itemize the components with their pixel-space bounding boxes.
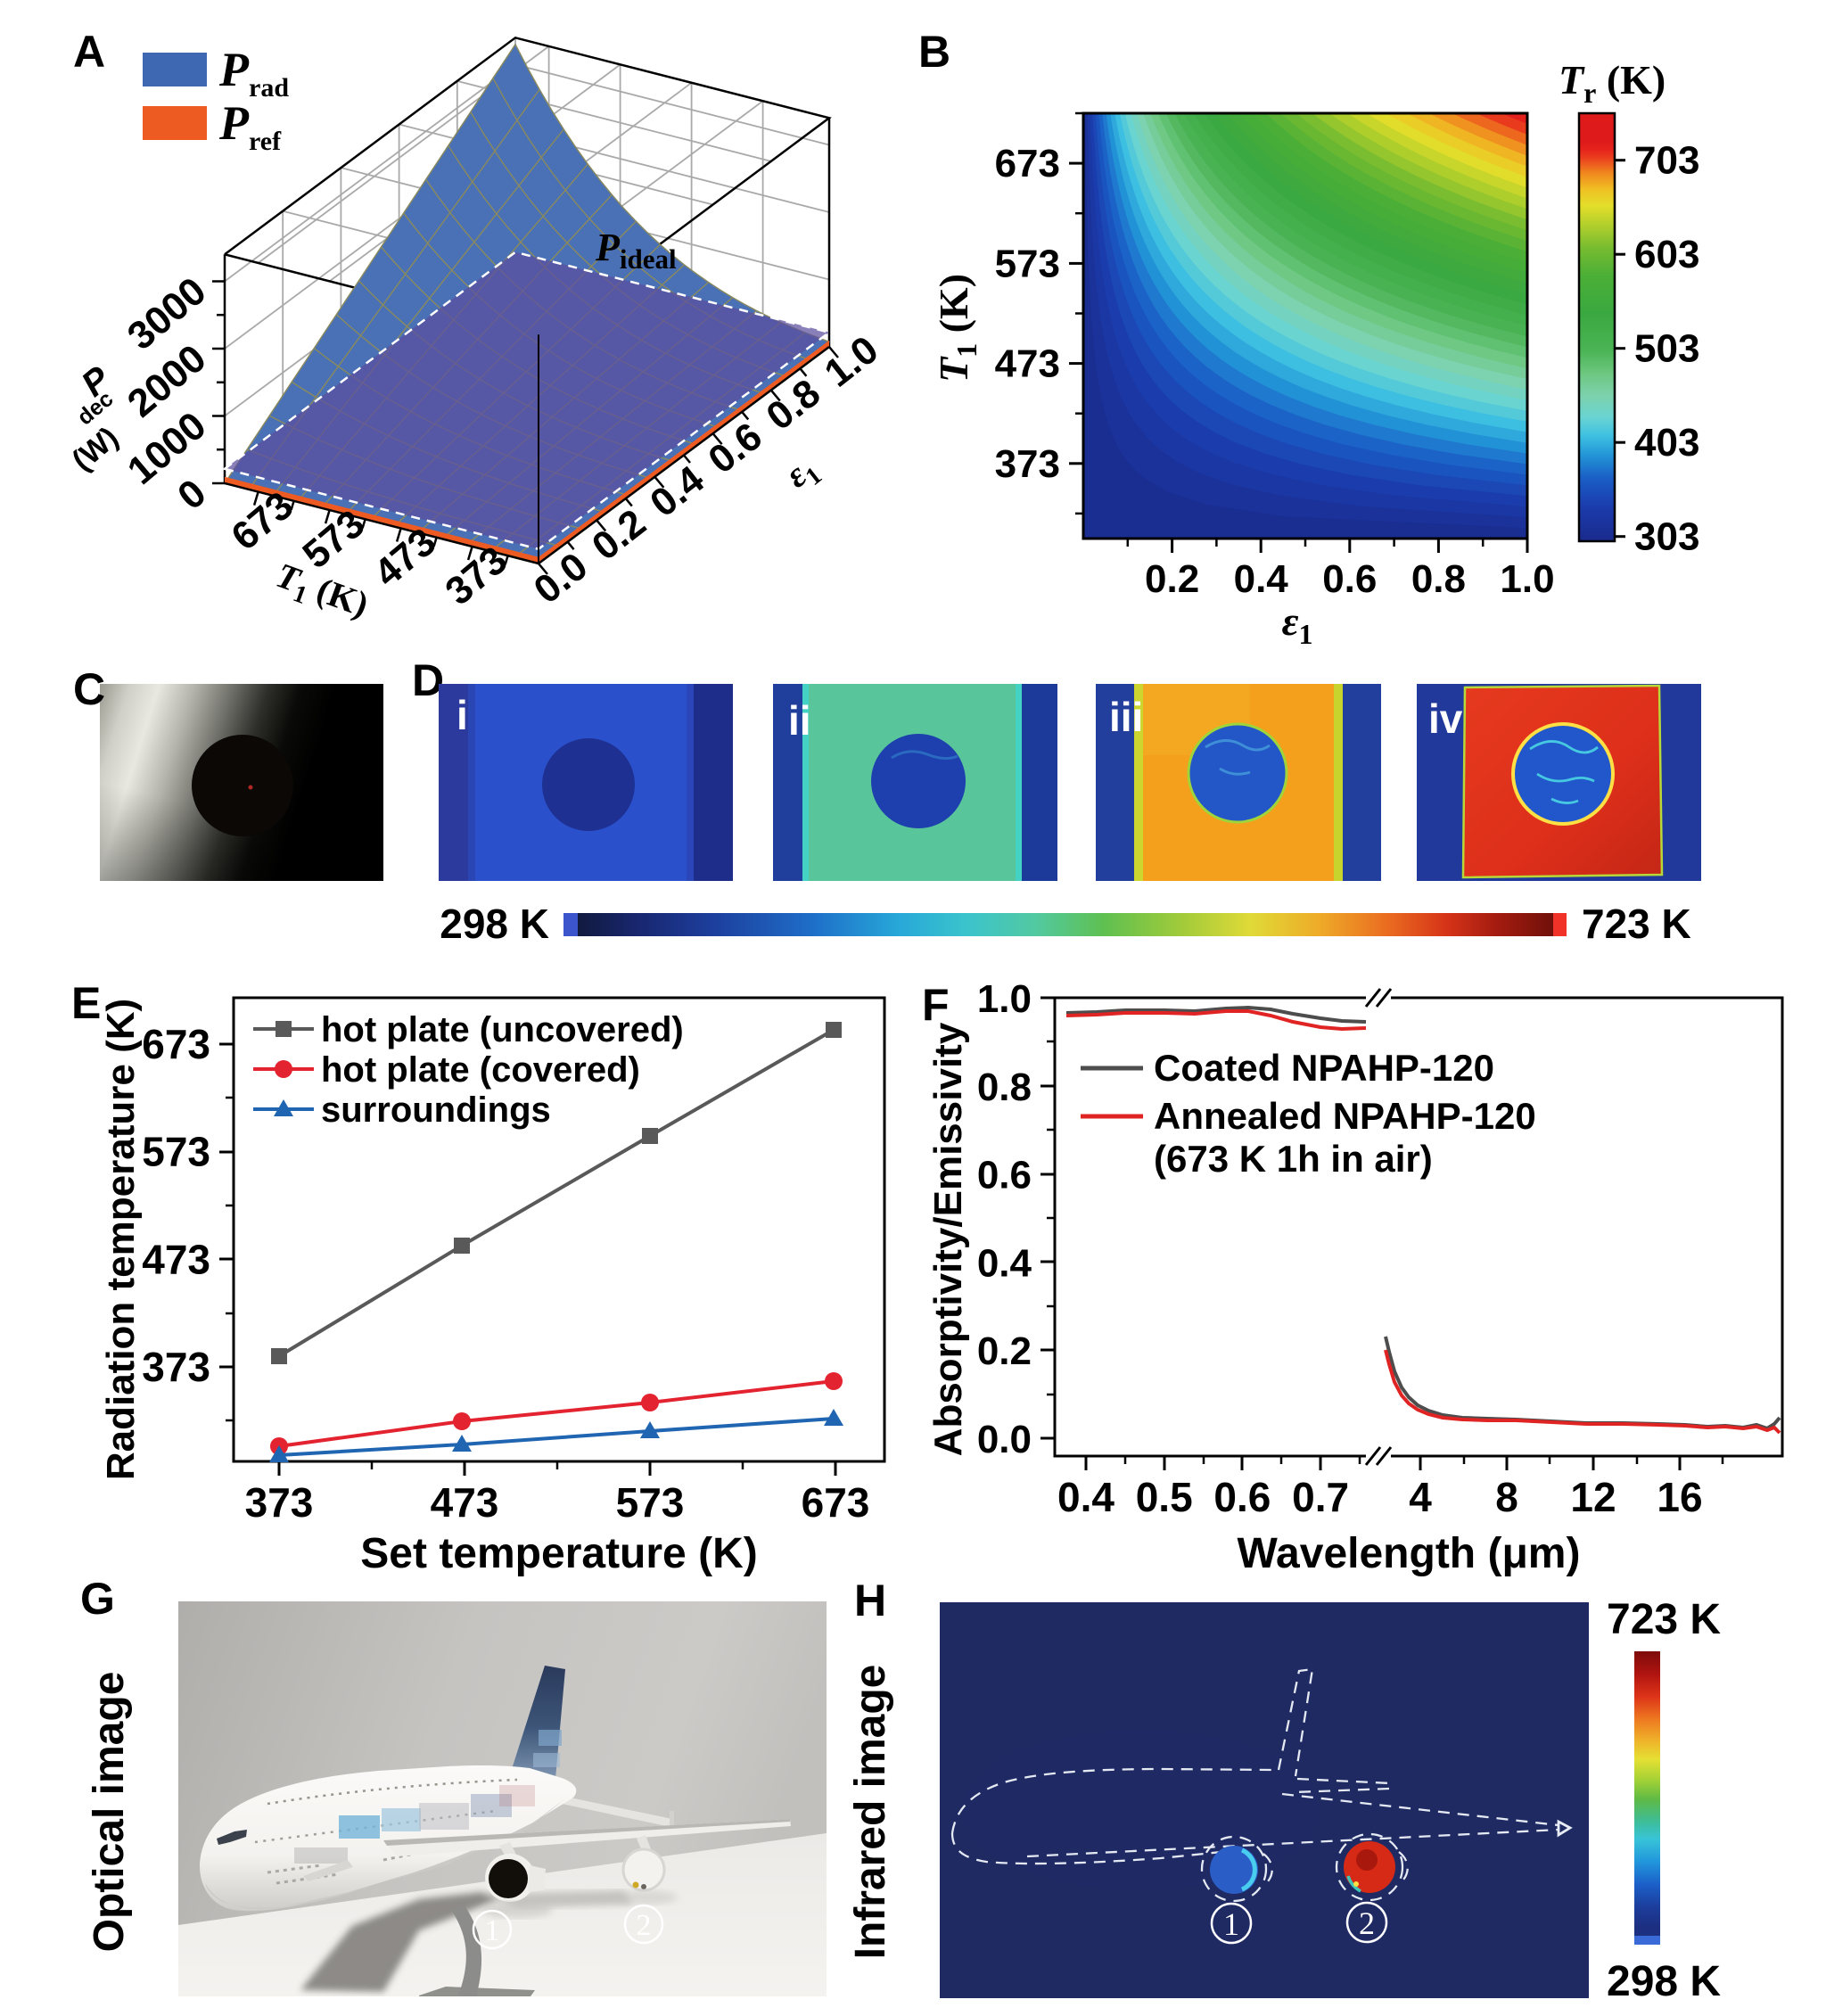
svg-text:C: C xyxy=(73,664,105,714)
svg-text:723 K: 723 K xyxy=(1607,1596,1721,1643)
svg-text:373: 373 xyxy=(142,1344,210,1390)
svg-text:1: 1 xyxy=(1223,1906,1239,1942)
svg-text:16: 16 xyxy=(1657,1474,1702,1520)
svg-text:0.4: 0.4 xyxy=(1234,557,1289,601)
svg-text:Set temperature (K): Set temperature (K) xyxy=(360,1530,757,1577)
svg-text:Annealed NPAHP-120: Annealed NPAHP-120 xyxy=(1154,1095,1536,1137)
svg-text:298 K: 298 K xyxy=(1607,1958,1721,2005)
svg-text:473: 473 xyxy=(431,1479,499,1526)
svg-text:723 K: 723 K xyxy=(1582,901,1691,947)
svg-text:A: A xyxy=(73,27,105,77)
svg-text:0.7: 0.7 xyxy=(1292,1474,1349,1520)
svg-text:iii: iii xyxy=(1109,694,1143,740)
svg-text:573: 573 xyxy=(995,242,1060,285)
svg-text:surroundings: surroundings xyxy=(321,1090,551,1130)
svg-text:(673 K 1h in air): (673 K 1h in air) xyxy=(1154,1138,1433,1180)
svg-text:473: 473 xyxy=(995,342,1060,386)
svg-text:1: 1 xyxy=(485,1914,500,1947)
svg-text:i: i xyxy=(456,692,468,738)
svg-text:703: 703 xyxy=(1634,139,1699,183)
svg-text:573: 573 xyxy=(616,1479,685,1526)
svg-text:473: 473 xyxy=(142,1236,210,1282)
svg-text:373: 373 xyxy=(995,442,1060,486)
svg-text:503: 503 xyxy=(1634,327,1699,371)
svg-text:2: 2 xyxy=(1359,1905,1375,1941)
svg-text:Prad: Prad xyxy=(218,43,289,103)
svg-text:hot plate (uncovered): hot plate (uncovered) xyxy=(321,1010,684,1049)
svg-text:0.8: 0.8 xyxy=(977,1066,1032,1109)
svg-text:Pref: Pref xyxy=(218,96,282,156)
svg-text:Radiation temperature (K): Radiation temperature (K) xyxy=(99,999,143,1480)
svg-text:1.0: 1.0 xyxy=(1500,557,1554,601)
svg-text:F: F xyxy=(922,980,950,1030)
svg-text:Infrared image: Infrared image xyxy=(847,1665,894,1960)
svg-text:0.2: 0.2 xyxy=(1145,557,1199,601)
svg-text:403: 403 xyxy=(1634,421,1699,465)
svg-text:0.5: 0.5 xyxy=(1136,1474,1193,1520)
svg-text:1.0: 1.0 xyxy=(977,977,1032,1021)
svg-text:0.2: 0.2 xyxy=(977,1329,1032,1373)
svg-text:hot plate (covered): hot plate (covered) xyxy=(321,1050,640,1090)
svg-text:G: G xyxy=(80,1574,115,1624)
svg-text:0.6: 0.6 xyxy=(1322,557,1377,601)
svg-text:ε1: ε1 xyxy=(1282,598,1313,650)
svg-text:T1 (K): T1 (K) xyxy=(931,274,983,383)
svg-text:298 K: 298 K xyxy=(440,901,549,947)
svg-text:Wavelength (μm): Wavelength (μm) xyxy=(1238,1530,1581,1577)
svg-text:0.0: 0.0 xyxy=(977,1418,1032,1461)
svg-text:303: 303 xyxy=(1634,515,1699,559)
svg-text:0.8: 0.8 xyxy=(1411,557,1466,601)
svg-text:0.4: 0.4 xyxy=(1057,1474,1115,1520)
svg-text:673: 673 xyxy=(142,1021,210,1067)
svg-text:iv: iv xyxy=(1428,695,1463,742)
svg-text:Optical image: Optical image xyxy=(86,1672,133,1953)
svg-text:4: 4 xyxy=(1409,1474,1432,1520)
svg-text:373: 373 xyxy=(245,1479,314,1526)
svg-text:603: 603 xyxy=(1634,233,1699,276)
svg-text:ii: ii xyxy=(788,697,811,744)
svg-text:573: 573 xyxy=(142,1129,210,1175)
svg-text:Coated NPAHP-120: Coated NPAHP-120 xyxy=(1154,1047,1494,1089)
svg-text:H: H xyxy=(854,1576,886,1625)
svg-text:0.4: 0.4 xyxy=(977,1241,1032,1285)
svg-text:8: 8 xyxy=(1495,1474,1518,1520)
svg-text:Absorptivity/Emissivity: Absorptivity/Emissivity xyxy=(926,1022,970,1456)
svg-text:Pideal: Pideal xyxy=(595,226,677,275)
svg-text:2: 2 xyxy=(637,1909,652,1942)
svg-text:0.6: 0.6 xyxy=(1213,1474,1271,1520)
svg-text:12: 12 xyxy=(1570,1474,1616,1520)
svg-text:673: 673 xyxy=(802,1479,870,1526)
svg-text:0.6: 0.6 xyxy=(977,1154,1032,1197)
svg-text:673: 673 xyxy=(995,142,1060,185)
svg-text:B: B xyxy=(918,27,950,77)
svg-text:Tr (K): Tr (K) xyxy=(1559,57,1666,109)
svg-text:E: E xyxy=(71,978,101,1028)
